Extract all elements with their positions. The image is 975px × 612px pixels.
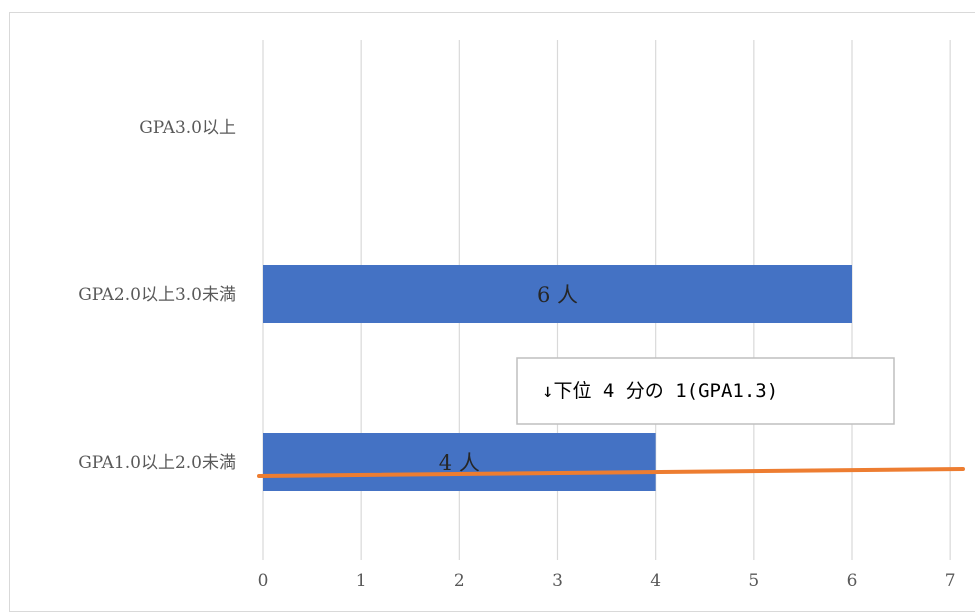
x-tick-label: 0 xyxy=(258,571,269,591)
category-label: GPA2.0以上3.0未満 xyxy=(78,285,236,305)
x-tick-label: 1 xyxy=(356,571,367,591)
bars xyxy=(263,265,852,491)
x-tick-label: 7 xyxy=(945,571,956,591)
category-label: GPA3.0以上 xyxy=(139,118,236,138)
bar xyxy=(263,265,852,323)
category-labels: GPA3.0以上 GPA2.0以上3.0未満 GPA1.0以上2.0未満 xyxy=(78,118,236,473)
reference-line xyxy=(257,467,965,478)
callout-box xyxy=(516,357,895,425)
x-tick-label: 2 xyxy=(454,571,465,591)
reference-callout: ↓下位 4 分の 1(GPA1.3) xyxy=(516,357,895,425)
reference-line-stroke xyxy=(257,467,965,478)
bar xyxy=(263,433,656,491)
x-tick-label: 6 xyxy=(847,571,858,591)
data-label: 4 人 xyxy=(439,451,480,475)
data-labels: 6 人 4 人 xyxy=(439,283,578,475)
data-label: 6 人 xyxy=(537,283,578,307)
callout-text: ↓下位 4 分の 1(GPA1.3) xyxy=(542,380,778,402)
x-tick-labels: 0 1 2 3 4 5 6 7 xyxy=(258,571,956,591)
x-tick-label: 3 xyxy=(552,571,563,591)
x-tick-label: 5 xyxy=(748,571,759,591)
category-label: GPA1.0以上2.0未満 xyxy=(78,453,236,473)
x-tick-label: 4 xyxy=(650,571,661,591)
